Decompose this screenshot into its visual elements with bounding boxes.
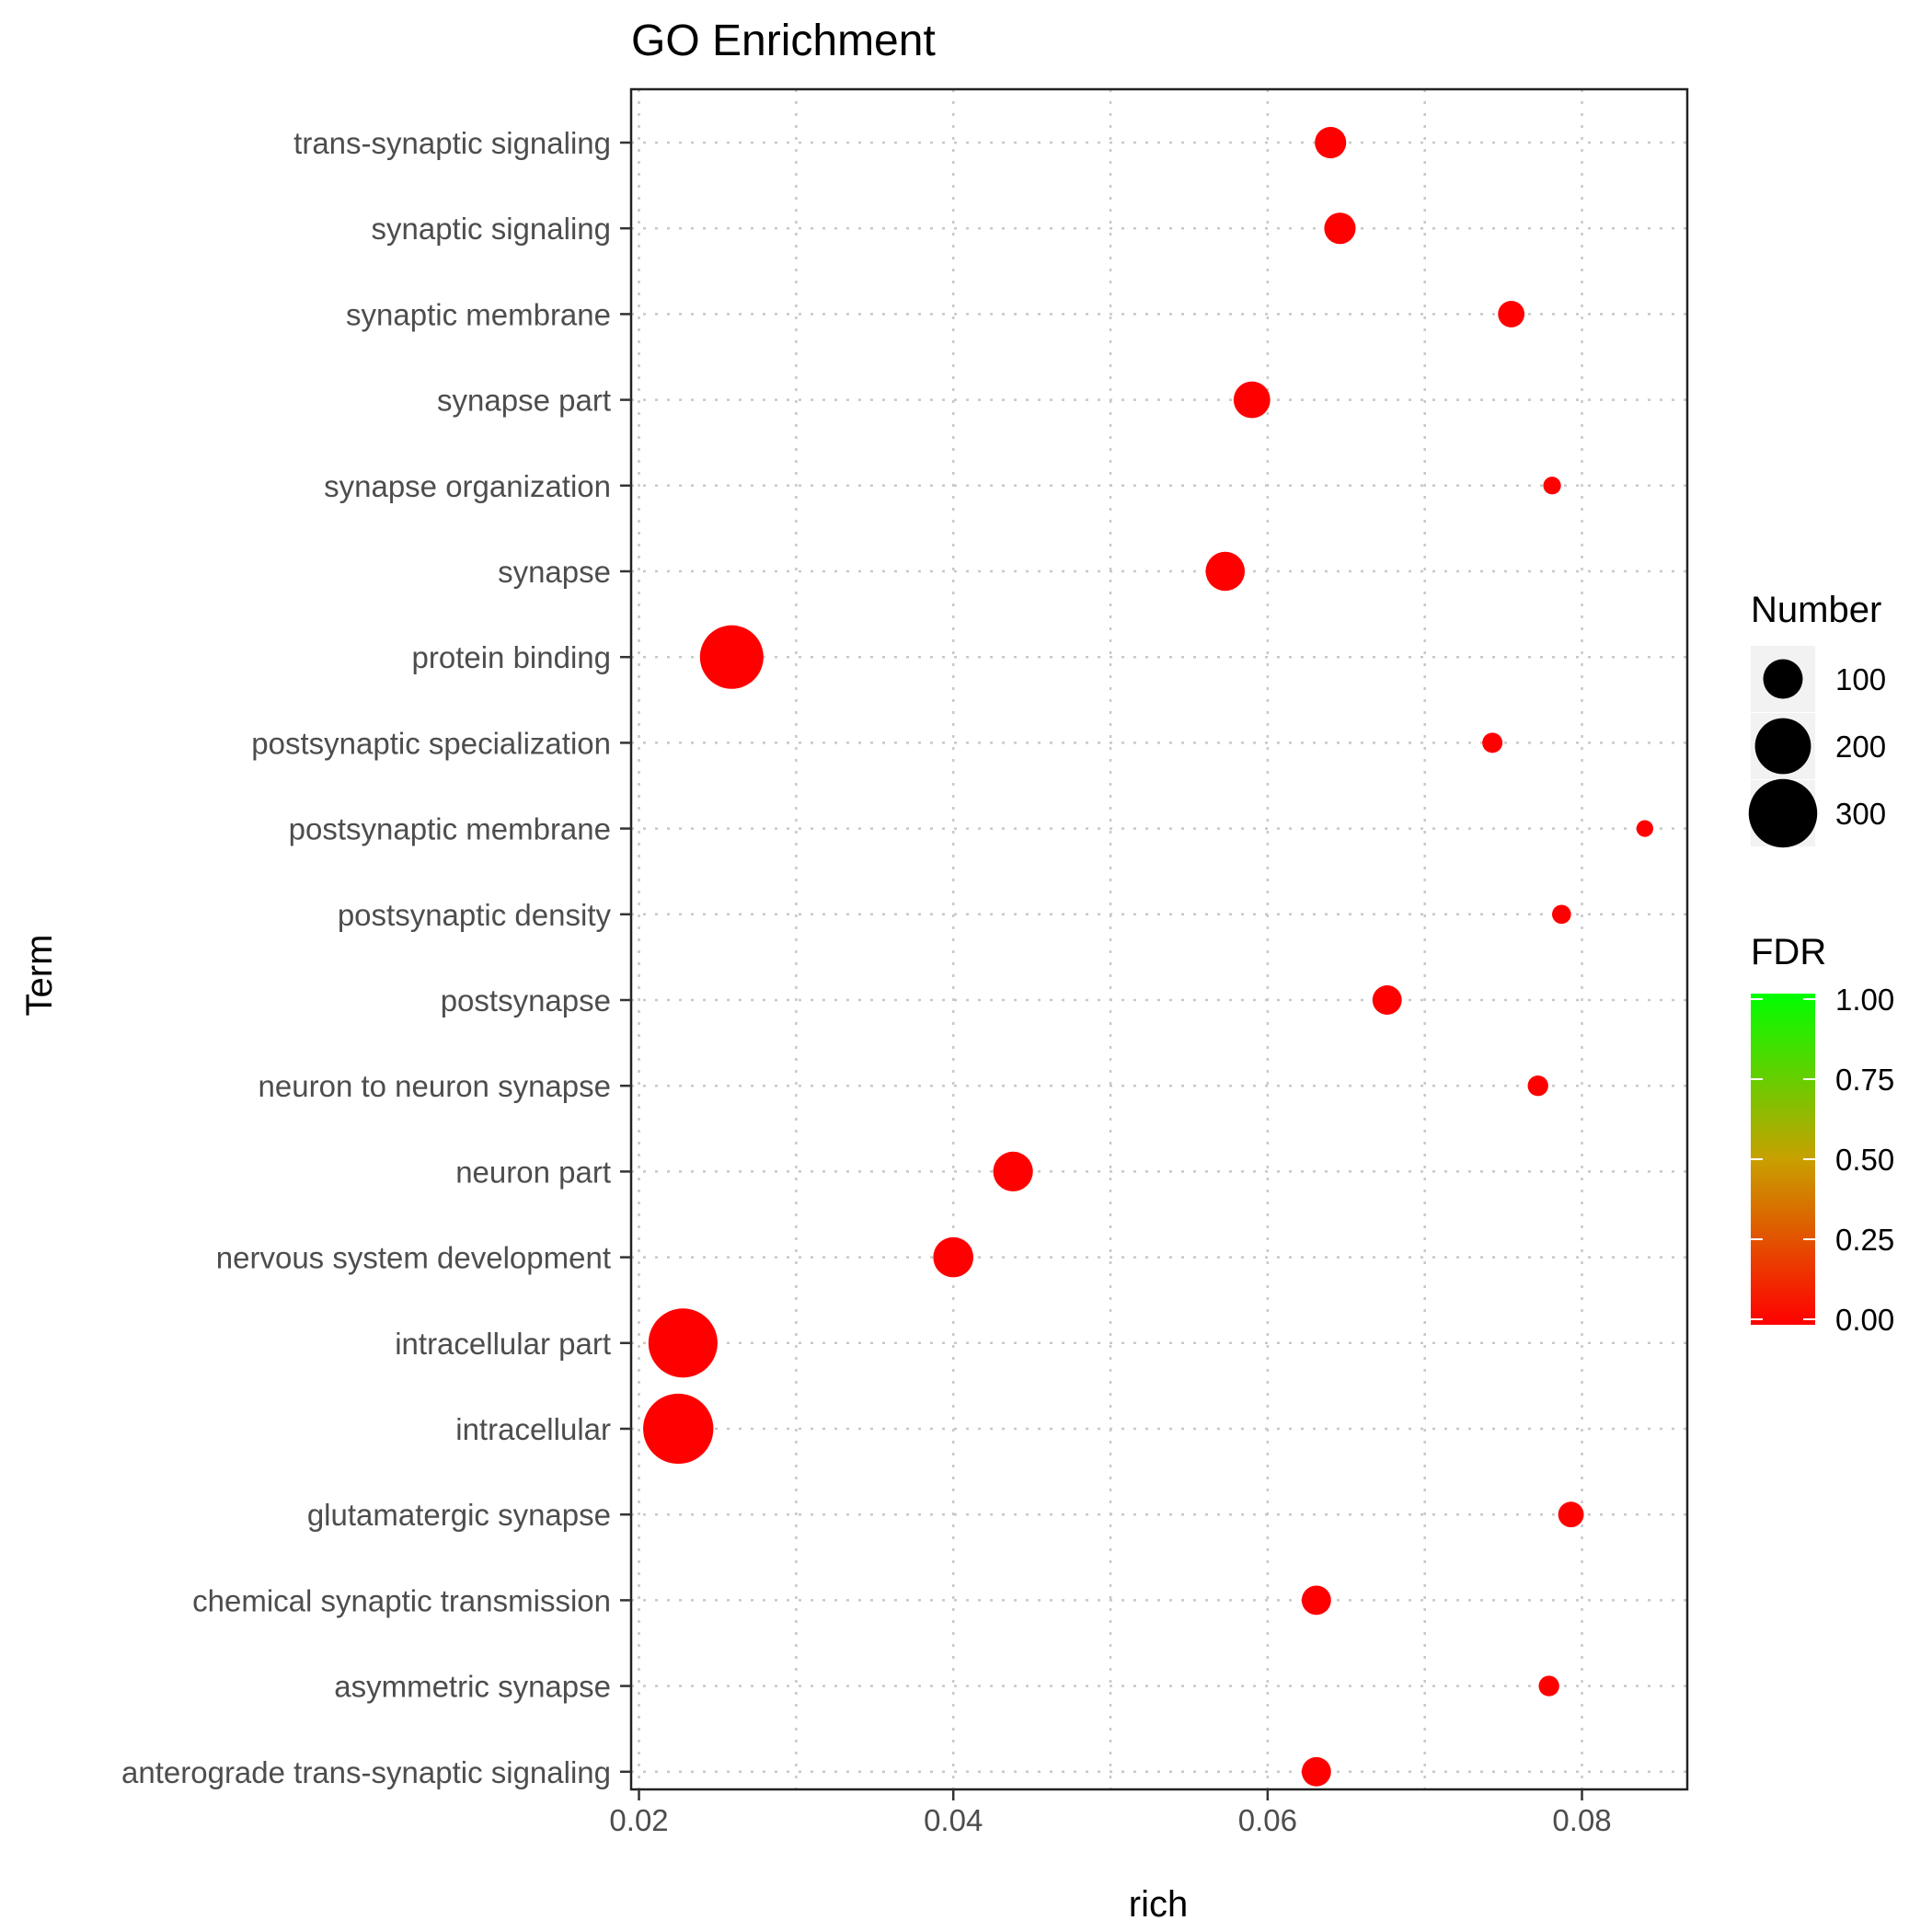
- x-tick-label: 0.02: [609, 1803, 668, 1837]
- data-point: [1538, 1675, 1559, 1696]
- data-point: [1205, 551, 1246, 592]
- fdr-tick-label: 1.00: [1835, 983, 1894, 1017]
- fdr-tick-label: 0.00: [1835, 1303, 1894, 1337]
- x-axis-title: rich: [1129, 1884, 1188, 1925]
- y-tick-label: synapse part: [437, 384, 611, 418]
- data-point: [1552, 904, 1571, 925]
- data-point: [1527, 1075, 1548, 1097]
- fdr-legend-title: FDR: [1751, 932, 1826, 972]
- x-tick-label: 0.06: [1238, 1803, 1297, 1837]
- size-legend-dot: [1754, 718, 1811, 775]
- data-point: [1372, 985, 1402, 1015]
- size-legend-dot: [1748, 778, 1818, 848]
- size-legend-title: Number: [1751, 590, 1881, 630]
- y-tick-label: chemical synaptic transmission: [192, 1583, 611, 1617]
- y-tick-label: postsynaptic density: [338, 898, 612, 932]
- y-tick-label: synaptic signaling: [372, 212, 612, 246]
- data-point: [1301, 1756, 1331, 1787]
- y-tick-label: synapse: [498, 555, 611, 589]
- y-tick-label: synapse organization: [324, 469, 611, 503]
- data-point: [993, 1151, 1033, 1192]
- size-legend: Number 100 200 300: [1748, 590, 1886, 848]
- fdr-legend: FDR 0.00 0.25 0.50 0.75 1.00: [1751, 932, 1894, 1337]
- data-point: [1233, 381, 1271, 419]
- y-tick-label: nervous system development: [216, 1241, 611, 1275]
- data-point: [1324, 213, 1356, 245]
- y-tick-label: trans-synaptic signaling: [293, 126, 611, 160]
- data-point: [1498, 300, 1525, 328]
- plot-panel: [629, 87, 1689, 1791]
- size-legend-label: 300: [1835, 797, 1886, 831]
- x-tick-label: 0.04: [924, 1803, 983, 1837]
- data-point: [643, 1393, 714, 1465]
- fdr-tick-label: 0.75: [1835, 1063, 1894, 1097]
- y-axis-title: Term: [19, 935, 60, 1017]
- y-tick-label: synaptic membrane: [346, 297, 611, 331]
- grid-lines: [631, 89, 1687, 1789]
- data-point: [1482, 732, 1503, 753]
- fdr-tick-label: 0.25: [1835, 1223, 1894, 1257]
- data-point: [699, 625, 764, 689]
- chart-title: GO Enrichment: [631, 17, 936, 65]
- data-point: [1636, 820, 1653, 837]
- data-point: [1315, 126, 1347, 159]
- size-legend-dot: [1763, 659, 1803, 699]
- y-tick-label: postsynapse: [441, 983, 611, 1018]
- y-axis: trans-synaptic signaling synaptic signali…: [121, 126, 631, 1789]
- size-legend-label: 100: [1835, 662, 1886, 696]
- y-tick-label: anterograde trans-synaptic signaling: [121, 1755, 611, 1789]
- data-point: [1558, 1501, 1584, 1528]
- y-tick-label: postsynaptic membrane: [289, 812, 611, 846]
- y-tick-label: intracellular: [455, 1412, 611, 1446]
- data-point: [648, 1308, 718, 1378]
- y-tick-label: neuron to neuron synapse: [259, 1069, 611, 1103]
- y-tick-label: neuron part: [455, 1155, 611, 1189]
- y-tick-label: intracellular part: [395, 1327, 611, 1361]
- x-axis: 0.02 0.04 0.06 0.08: [609, 1789, 1612, 1837]
- data-point: [1301, 1585, 1331, 1616]
- panel-border: [629, 87, 1689, 1791]
- fdr-tick-label: 0.50: [1835, 1143, 1894, 1177]
- data-points: [643, 126, 1653, 1787]
- size-legend-label: 200: [1835, 730, 1886, 764]
- data-point: [933, 1236, 974, 1278]
- y-tick-label: asymmetric synapse: [334, 1670, 611, 1704]
- y-tick-label: protein binding: [412, 640, 612, 674]
- data-point: [1543, 477, 1561, 495]
- y-tick-label: postsynaptic specialization: [251, 726, 611, 760]
- y-tick-label: glutamatergic synapse: [307, 1498, 611, 1532]
- panel-background: [631, 89, 1687, 1789]
- x-tick-label: 0.08: [1552, 1803, 1611, 1837]
